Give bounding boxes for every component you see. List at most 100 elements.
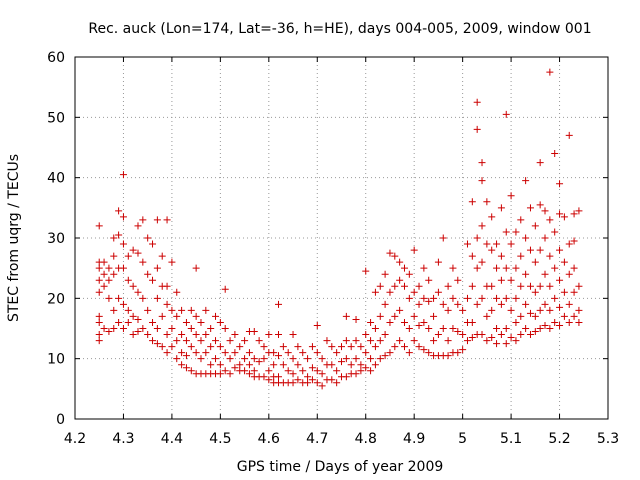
data-point <box>95 337 103 345</box>
data-point <box>95 331 103 339</box>
data-point <box>241 367 249 375</box>
data-point <box>478 177 486 185</box>
data-point <box>241 337 249 345</box>
data-point <box>434 331 442 339</box>
data-point <box>163 282 171 290</box>
data-point <box>119 213 127 221</box>
data-point <box>526 204 534 212</box>
data-point <box>502 110 510 118</box>
data-point <box>328 343 336 351</box>
data-point <box>260 355 268 363</box>
data-point <box>289 355 297 363</box>
data-point <box>362 331 370 339</box>
data-point <box>270 361 278 369</box>
data-point <box>400 343 408 351</box>
data-point <box>149 240 157 248</box>
data-point <box>570 312 578 320</box>
data-point <box>493 340 501 348</box>
data-point <box>308 364 316 372</box>
data-point <box>149 337 157 345</box>
data-point <box>541 207 549 215</box>
data-point <box>338 343 345 351</box>
data-point <box>202 331 210 339</box>
data-point <box>371 343 379 351</box>
data-point <box>362 364 370 372</box>
data-point <box>478 258 486 266</box>
data-point <box>386 288 394 296</box>
data-point <box>158 312 166 320</box>
data-point <box>115 294 123 302</box>
data-point <box>536 159 544 167</box>
data-point <box>95 288 103 296</box>
data-point <box>255 337 263 345</box>
data-point <box>250 355 258 363</box>
data-point <box>459 346 467 354</box>
data-point <box>468 198 476 206</box>
data-point <box>381 331 389 339</box>
data-point <box>212 337 220 345</box>
data-point <box>265 367 273 375</box>
data-point <box>367 367 375 375</box>
data-point <box>270 349 278 357</box>
data-point <box>153 340 161 348</box>
data-point <box>546 68 554 76</box>
data-point <box>294 343 302 351</box>
data-point <box>526 282 534 290</box>
data-point <box>105 294 113 302</box>
data-point <box>173 355 181 363</box>
data-point <box>376 282 384 290</box>
data-point <box>284 349 292 357</box>
data-point <box>473 264 481 272</box>
data-point <box>512 337 520 345</box>
data-point <box>95 318 103 326</box>
data-point <box>381 352 389 360</box>
x-tick-label: 4.5 <box>209 431 231 447</box>
data-point <box>430 337 438 345</box>
data-point <box>526 309 534 317</box>
data-point <box>265 331 273 339</box>
data-point <box>129 312 137 320</box>
data-point <box>338 358 345 366</box>
data-point <box>546 216 554 224</box>
data-point <box>299 367 307 375</box>
data-point <box>357 361 365 369</box>
data-point <box>410 246 418 254</box>
data-point <box>497 204 505 212</box>
data-point <box>367 355 375 363</box>
data-point <box>182 318 190 326</box>
data-point <box>333 367 341 375</box>
data-point <box>396 276 404 284</box>
data-point <box>473 125 481 133</box>
data-point <box>565 270 573 278</box>
data-point <box>405 325 413 332</box>
data-point <box>556 210 564 218</box>
data-point <box>391 312 399 320</box>
data-point <box>178 306 186 314</box>
data-point <box>536 282 544 290</box>
data-point <box>502 228 510 236</box>
data-point <box>182 352 190 360</box>
data-point <box>560 312 568 320</box>
data-point <box>376 355 384 363</box>
x-tick-label: 4.2 <box>64 431 86 447</box>
data-point <box>100 325 108 332</box>
data-points <box>95 68 583 390</box>
data-point <box>478 331 486 339</box>
data-point <box>149 318 157 326</box>
data-point <box>250 367 258 375</box>
data-point <box>182 364 190 372</box>
data-point <box>304 355 312 363</box>
data-point <box>357 367 365 375</box>
data-point <box>347 343 355 351</box>
data-point <box>526 246 534 254</box>
data-point <box>400 264 408 272</box>
data-point <box>468 318 476 326</box>
data-point <box>454 328 462 336</box>
data-point <box>531 288 539 296</box>
x-tick-label: 5.1 <box>500 431 522 447</box>
data-point <box>575 207 583 215</box>
data-point <box>216 318 224 326</box>
data-point <box>512 318 520 326</box>
data-point <box>110 270 118 278</box>
data-point <box>231 331 239 339</box>
